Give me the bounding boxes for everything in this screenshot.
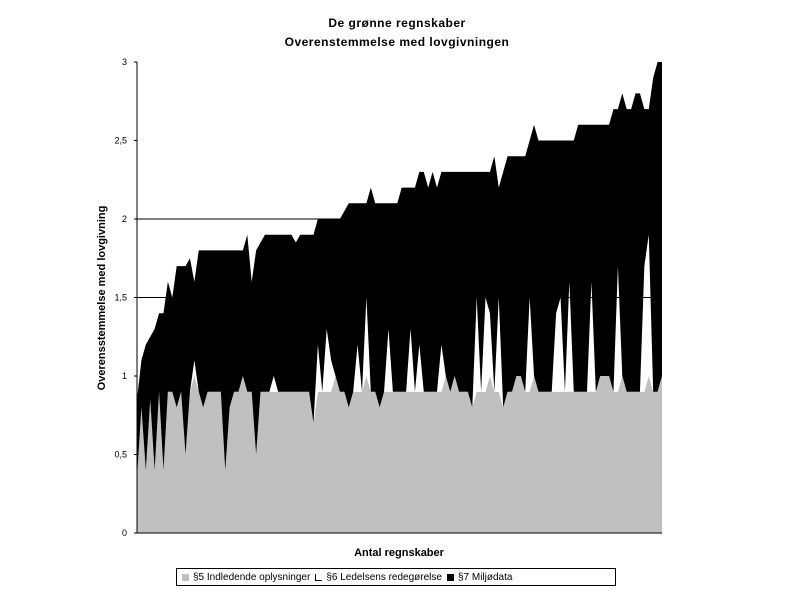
series-area-2	[137, 234, 662, 479]
legend-label: §6 Ledelsens redegørelse	[326, 571, 442, 583]
y-tick-label: 3	[122, 57, 127, 67]
legend-swatch	[446, 573, 454, 581]
legend-item: §6 Ledelsens redegørelse	[315, 572, 442, 583]
legend-item: §7 Miljødata	[446, 571, 513, 583]
legend-swatch	[182, 573, 189, 581]
y-tick-label: 2	[122, 214, 127, 224]
series-area-3	[137, 62, 662, 479]
y-tick-labels: 0 0,5 1 1,5 2 2,5 3	[114, 57, 127, 538]
y-tick-label: 1,5	[114, 293, 127, 303]
legend-label: §7 Miljødata	[457, 571, 513, 583]
chart-title: De grønne regnskaber	[328, 16, 466, 30]
y-tick-label: 0	[122, 528, 127, 538]
series-area-1	[137, 376, 662, 533]
legend-label: §5 Indledende oplysninger	[193, 571, 311, 583]
chart-legend: §5 Indledende oplysninger §6 Ledelsens re…	[176, 568, 616, 586]
y-tick-label: 2,5	[114, 136, 127, 146]
plot-areas	[137, 62, 662, 533]
y-tick-label: 0,5	[114, 450, 127, 460]
y-axis-label: Overensstemmelse med lovgivning	[96, 206, 108, 391]
axes	[134, 61, 662, 534]
y-tick-label: 1	[122, 371, 127, 381]
chart-subtitle: Overenstemmelse med lovgivningen	[284, 35, 510, 49]
legend-item: §5 Indledende oplysninger	[182, 572, 310, 583]
x-axis-label: Antal regnskaber	[354, 547, 445, 559]
legend-swatch	[315, 573, 323, 581]
gridlines	[137, 218, 662, 298]
